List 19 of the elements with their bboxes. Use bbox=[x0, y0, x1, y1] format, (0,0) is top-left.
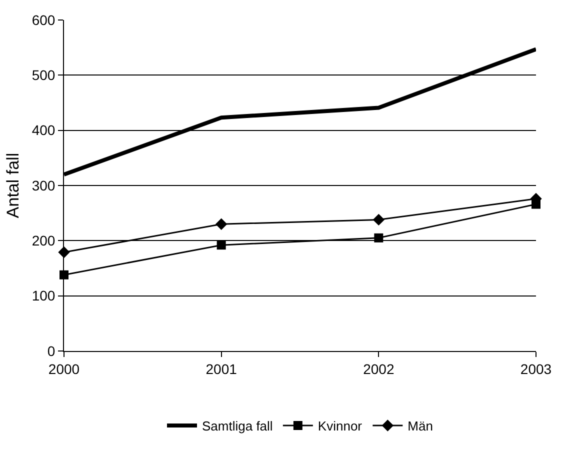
x-tick-label: 2002 bbox=[363, 360, 394, 377]
x-tick-label: 2000 bbox=[48, 360, 80, 377]
y-tick-label: 100 bbox=[32, 288, 56, 304]
x-tick-label: 2001 bbox=[206, 360, 238, 377]
point bbox=[216, 240, 226, 250]
point bbox=[372, 214, 385, 226]
legend-label: Kvinnor bbox=[318, 418, 363, 434]
y-tick-label: 300 bbox=[32, 177, 56, 194]
y-axis-title: Antal fall bbox=[3, 152, 22, 218]
y-tick-label: 0 bbox=[47, 342, 56, 359]
point bbox=[215, 218, 228, 230]
y-tick-label: 500 bbox=[32, 67, 56, 84]
y-tick-label: 200 bbox=[32, 232, 56, 249]
y-tick-label: 600 bbox=[32, 12, 56, 28]
x-tick-label: 2003 bbox=[520, 360, 552, 377]
y-tick-label: 400 bbox=[32, 122, 56, 138]
legend-label: Män bbox=[408, 418, 433, 434]
legend-label: Samtliga fall bbox=[202, 418, 273, 434]
point bbox=[374, 233, 384, 242]
